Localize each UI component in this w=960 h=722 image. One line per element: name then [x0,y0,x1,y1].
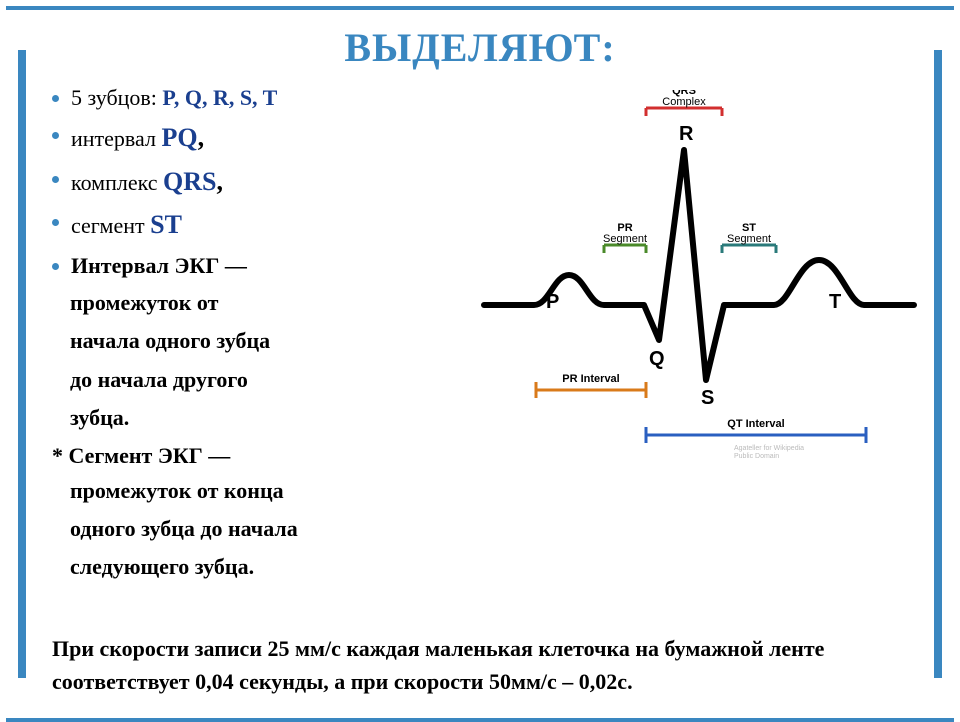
bullet-4: сегмент ST [52,204,472,246]
bullet-list: 5 зубцов: P, Q, R, S, T интервал PQ, ком… [52,80,472,588]
def2-1: одного зубца до начала [70,511,472,546]
def1-1: начала одного зубца [70,323,472,358]
svg-text:Public Domain: Public Domain [734,453,779,460]
svg-text:R: R [679,123,694,145]
bullet-dot-icon [52,176,59,183]
bullet-dot-icon [52,132,59,139]
b3-suf: , [216,167,223,196]
svg-text:QT Interval: QT Interval [727,418,784,430]
svg-text:T: T [829,291,841,313]
bullet-dot-icon [52,95,59,102]
slide-title: ВЫДЕЛЯЮТ: [6,24,954,71]
b5-text: Интервал ЭКГ — [71,248,472,283]
b4-em: ST [150,210,182,239]
b6-star: * Сегмент ЭКГ — [52,438,472,473]
bullet-dot-icon [52,263,59,270]
svg-text:Segment: Segment [727,233,771,245]
def1-2: до начала другого [70,362,472,397]
slide-frame: ВЫДЕЛЯЮТ: 5 зубцов: P, Q, R, S, T интерв… [6,6,954,722]
svg-text:S: S [701,387,714,409]
def2-0: промежуток от конца [70,473,472,508]
svg-text:Complex: Complex [662,96,706,108]
b4-pre: сегмент [71,213,150,238]
ecg-figure: QRSComplexPRSegmentSTSegmentPQRSTPR Inte… [474,90,934,470]
b3-pre: комплекс [71,170,163,195]
b1-pre: 5 зубцов: [71,85,162,110]
svg-text:PR Interval: PR Interval [562,373,619,385]
footer-note: При скорости записи 25 мм/с каждая мален… [52,632,934,698]
slide-body: 5 зубцов: P, Q, R, S, T интервал PQ, ком… [52,80,934,698]
def1-3: зубца. [70,400,472,435]
def1-0: промежуток от [70,285,472,320]
bullet-5: Интервал ЭКГ — [52,248,472,283]
bullet-dot-icon [52,219,59,226]
left-rail [18,50,26,678]
svg-text:Segment: Segment [603,233,647,245]
bullet-3: комплекс QRS, [52,161,472,203]
bullet-2: интервал PQ, [52,117,472,159]
b2-suf: , [198,123,205,152]
b1-em: P, Q, R, S, T [162,85,277,110]
svg-text:Agateller for Wikipedia: Agateller for Wikipedia [734,445,804,452]
svg-text:Q: Q [649,348,665,370]
footer-text: При скорости записи 25 мм/с каждая мален… [52,636,824,694]
b3-em: QRS [163,167,216,196]
right-rail [934,50,942,678]
b2-pre: интервал [71,126,161,151]
svg-text:P: P [546,291,559,313]
ecg-svg: QRSComplexPRSegmentSTSegmentPQRSTPR Inte… [474,90,934,470]
def2-2: следующего зубца. [70,549,472,584]
bullet-1: 5 зубцов: P, Q, R, S, T [52,80,472,115]
b2-em: PQ [161,123,197,152]
